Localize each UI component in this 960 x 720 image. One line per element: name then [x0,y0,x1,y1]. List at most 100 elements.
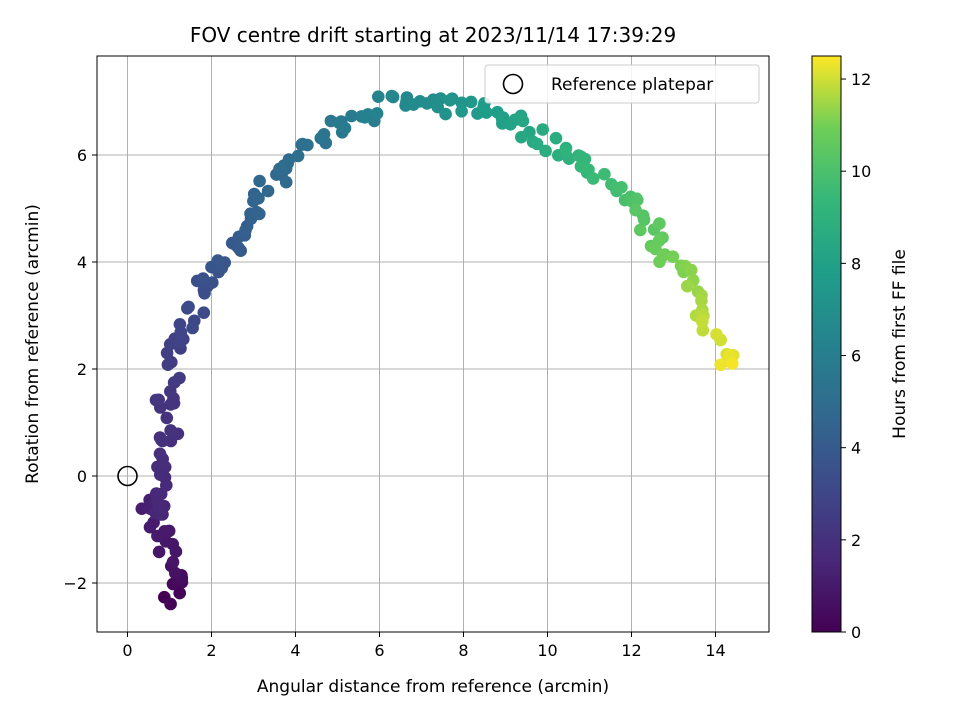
y-axis-ticks: −2 0 2 4 6 [63,146,97,593]
x-tick-label: 12 [621,641,641,660]
reference-platepar-marker [117,465,138,487]
scatter-point [637,213,651,227]
plot-frame [96,55,770,633]
scatter-point [197,306,211,320]
scatter-point [656,249,670,263]
x-axis-ticks: 0 2 4 6 8 10 12 14 [122,632,726,660]
scatter-point [726,357,739,370]
scatter-point [173,371,186,385]
x-tick-label: 0 [122,641,132,660]
scatter-point [252,192,265,205]
scatter-point [164,424,177,437]
scatter-point [186,321,199,335]
scatter-point [169,566,182,580]
scatter-point [439,107,452,121]
scatter-point [314,131,328,145]
scatter-point [464,95,478,109]
colorbar-tick-label: 8 [851,254,861,273]
x-tick-label: 4 [290,641,300,660]
scatter-point [598,167,611,181]
scatter-point [385,89,399,103]
scatter-point [370,107,384,120]
scatter-point [681,279,694,293]
scatter-point [666,250,680,263]
colorbar-tick-label: 2 [851,531,861,550]
x-axis-title: Angular distance from reference (arcmin) [257,677,609,697]
x-tick-label: 14 [705,641,725,660]
scatter-point [196,272,210,285]
scatter-point [173,318,187,331]
legend-box [484,64,760,104]
legend: Reference platepar [484,64,760,104]
scatter-point [443,94,457,107]
scatter-point [197,283,211,297]
legend-label: Reference platepar [551,75,713,95]
scatter-point [152,545,166,559]
scatter-point [239,224,252,237]
scatter-point [164,597,177,611]
x-tick-label: 2 [206,641,216,660]
scatter-point [710,328,723,341]
x-tick-label: 8 [458,641,468,660]
scatter-point [480,106,493,119]
scatter-point [358,111,372,124]
scatter-point [714,358,727,372]
scatter-point [530,137,544,151]
scatter-point [261,184,275,198]
scatter-point [182,300,195,314]
y-tick-label: 4 [77,253,87,272]
scatter-point [153,447,167,461]
scatter-point [253,174,266,188]
scatter-point [291,149,305,163]
scatter-point [615,181,628,194]
scatter-point [559,145,572,158]
scatter-point [372,90,385,103]
colorbar-tick-label: 10 [851,162,871,181]
scatter-point [301,138,314,152]
scatter-point [173,586,186,600]
colorbar-tick-label: 4 [851,439,861,458]
scatter-point [158,525,171,538]
scatter-point [516,114,530,128]
grid-lines [97,56,769,632]
scatter-point [629,203,642,217]
colorbar-tick-label: 6 [851,347,861,366]
scatter-point [634,223,647,237]
scatter-point [536,123,549,136]
scatter-point [161,358,175,372]
scatter-point [173,336,187,349]
y-tick-label: 6 [77,146,87,165]
scatter-point [324,114,338,128]
scatter-point [279,175,293,189]
colorbar [811,55,842,633]
legend-marker [502,73,524,95]
x-tick-label: 10 [537,641,557,660]
scatter-point [515,130,528,144]
scatter-point [166,555,180,569]
scatter-point [164,398,177,411]
data-points [135,89,740,611]
scatter-point [539,144,552,158]
y-tick-label: 2 [77,360,87,379]
scatter-point [156,434,169,448]
scatter-point [147,516,160,529]
scatter-point [549,131,563,145]
scatter-point [252,207,266,221]
colorbar-tick-label: 12 [851,70,871,89]
colorbar-title: Hours from first FF file [890,249,910,439]
scatter-point [211,254,225,267]
y-axis-title: Rotation from reference (arcmin) [23,204,43,484]
scatter-point [338,121,352,135]
scatter-point [586,172,600,185]
scatter-point [345,109,358,123]
scatter-point [152,393,165,407]
colorbar-tick-label: 0 [851,623,861,642]
scatter-point [653,217,666,230]
scatter-point [631,193,644,207]
chart-title: FOV centre drift starting at 2023/11/14 … [190,23,676,47]
scatter-point [232,241,245,255]
y-tick-label: 0 [77,467,87,486]
scatter-point [281,157,295,170]
scatter-point [455,105,468,118]
